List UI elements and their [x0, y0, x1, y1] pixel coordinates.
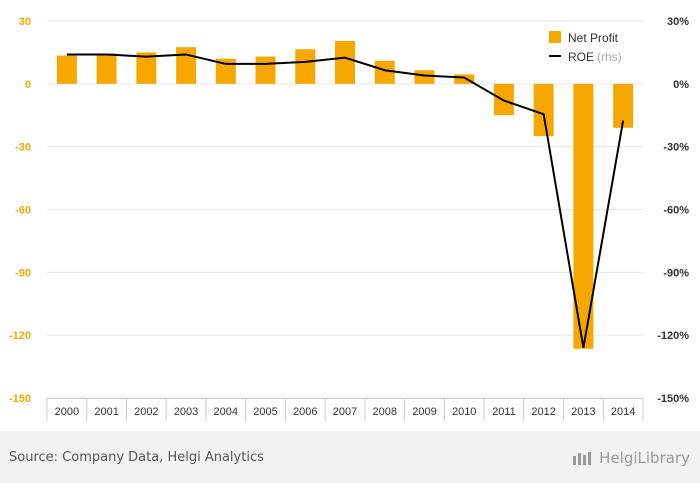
x-tick-label: 2008 [372, 406, 396, 418]
bar-net-profit [215, 58, 236, 84]
right-tick-label: 30% [667, 16, 689, 28]
left-axis: 30 0 -30 -60 -90 -120 -150 [9, 16, 31, 405]
x-tick-label: 2011 [492, 406, 516, 418]
bar-net-profit [176, 47, 197, 84]
left-tick-label: -60 [15, 205, 31, 217]
bar-net-profit [533, 83, 554, 137]
x-tick-label: 2002 [134, 406, 158, 418]
x-axis: 2000 2001 2002 2003 2004 2005 2006 2007 2008 2009… [46, 398, 644, 421]
roe-line-group [66, 53, 625, 348]
legend: Net Profit ROE (rhs) [549, 31, 622, 64]
right-tick-label: -90% [663, 267, 689, 279]
bar-net-profit [454, 74, 475, 84]
bar-net-profit [255, 56, 276, 84]
left-tick-label: -30 [15, 142, 31, 154]
left-tick-label: -90 [15, 267, 31, 279]
legend-roe-name: ROE [568, 50, 594, 64]
legend-swatch-net-profit [549, 31, 561, 43]
x-tick-label: 2013 [571, 406, 595, 418]
right-tick-label: -120% [657, 330, 689, 342]
net-profit-bars [56, 40, 634, 349]
x-tick-label: 2006 [293, 406, 317, 418]
x-tick-label: 2009 [412, 406, 436, 418]
bar-net-profit [56, 55, 77, 84]
right-tick-label: -30% [663, 142, 689, 154]
x-tick-label: 2012 [531, 406, 555, 418]
x-tick-label: 2004 [214, 406, 238, 418]
right-tick-label: 0% [673, 79, 689, 91]
bar-net-profit [96, 53, 117, 84]
bar-net-profit [613, 83, 634, 128]
x-tick-label: 2007 [333, 406, 357, 418]
legend-label-net-profit: Net Profit [568, 31, 619, 45]
roe-line [66, 53, 625, 348]
right-axis: 30% 0% -30% -60% -90% -120% -150% [657, 16, 689, 405]
bar-net-profit [335, 40, 355, 84]
helgi-logo: HelgiLibrary [572, 449, 690, 467]
left-tick-label: 30 [19, 16, 31, 28]
x-tick-label: 2003 [174, 406, 198, 418]
right-tick-label: -150% [657, 393, 689, 405]
combo-chart: 2000 2001 2002 2003 2004 2005 2006 2007 2008 2009… [9, 16, 689, 421]
x-tick-label: 2014 [611, 406, 635, 418]
x-tick-label: 2001 [94, 406, 118, 418]
x-tick-label: 2010 [452, 406, 476, 418]
bar-net-profit [414, 70, 435, 84]
legend-label-roe: ROE (rhs) [568, 50, 622, 64]
bar-net-profit [573, 83, 594, 349]
left-tick-label: 0 [25, 79, 31, 91]
left-tick-label: -150 [9, 393, 31, 405]
bar-net-profit [374, 60, 395, 84]
legend-roe-suffix: (rhs) [597, 50, 622, 64]
left-tick-label: -120 [9, 330, 31, 342]
source-note: Source: Company Data, Helgi Analytics [9, 450, 264, 465]
x-tick-label: 2000 [55, 406, 79, 418]
bar-net-profit [295, 49, 316, 84]
library-icon [573, 452, 592, 465]
x-tick-label: 2005 [253, 406, 277, 418]
logo-text: HelgiLibrary [599, 449, 690, 467]
right-tick-label: -60% [663, 205, 689, 217]
bar-net-profit [136, 52, 157, 84]
